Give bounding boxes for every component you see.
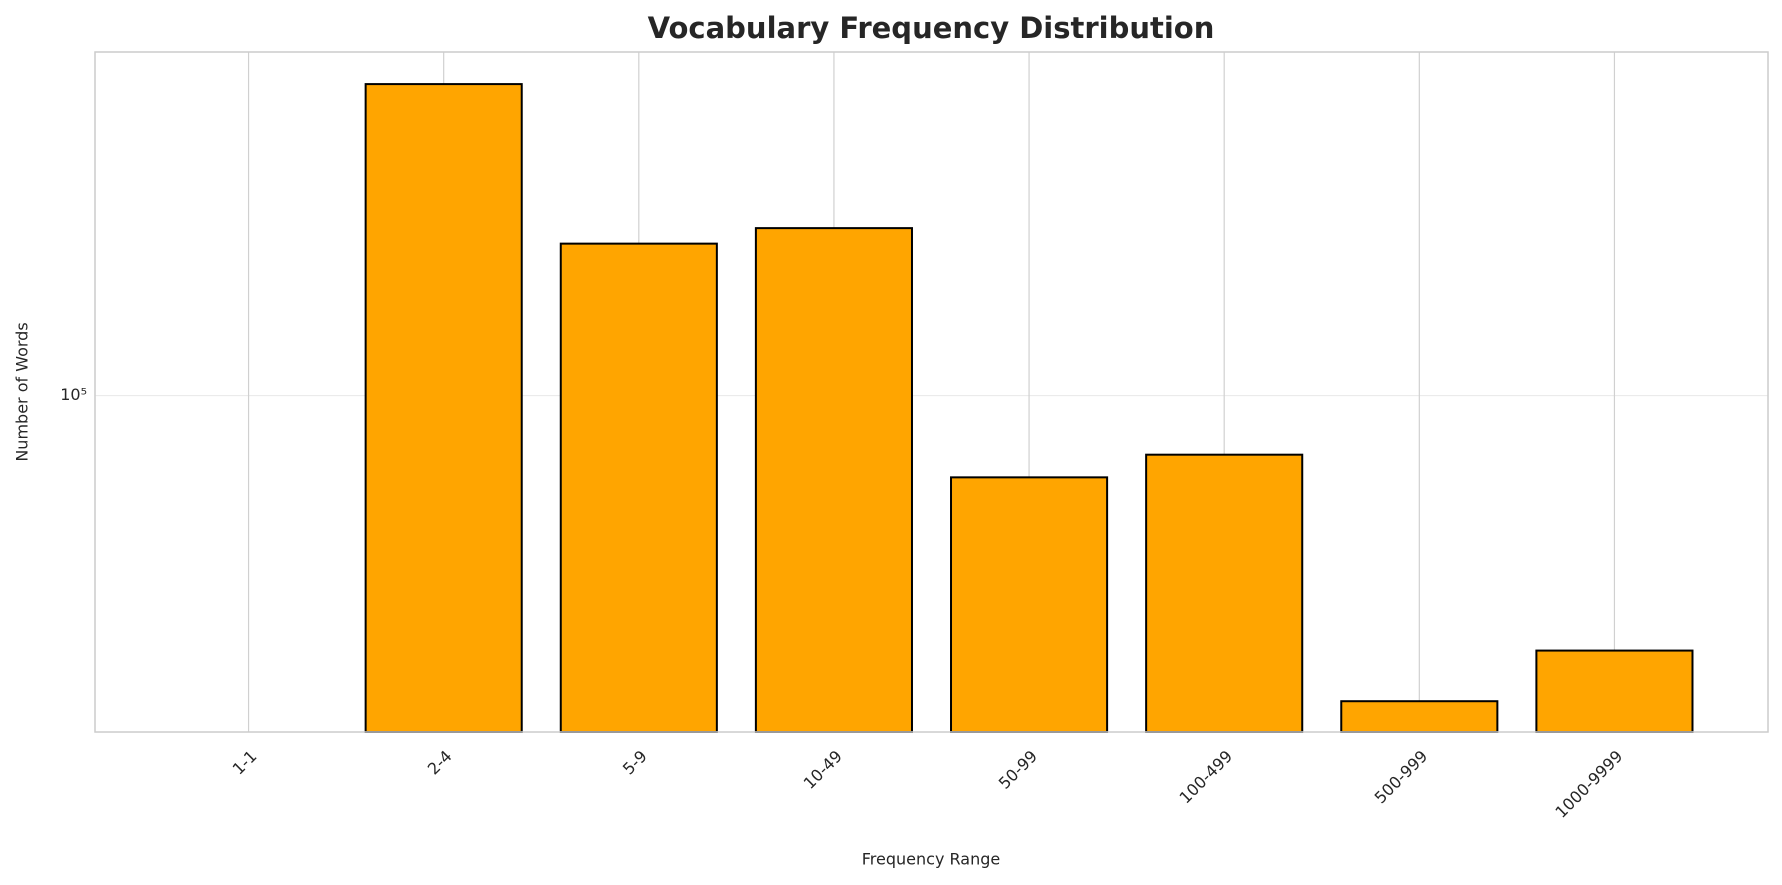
x-tick-label: 10-49: [800, 747, 846, 793]
x-tick-label: 500-999: [1371, 747, 1432, 808]
x-tick-label: 50-99: [995, 747, 1041, 793]
bar: [364, 83, 523, 734]
x-tick-label: 100-499: [1175, 747, 1236, 808]
bar: [1340, 700, 1499, 734]
x-tick-label: 2-4: [424, 747, 456, 779]
x-tick-label: 1000-9999: [1551, 747, 1626, 822]
x-tick-label: 5-9: [619, 747, 651, 779]
bar: [559, 242, 718, 734]
y-axis-label: Number of Words: [13, 322, 32, 461]
bar: [754, 227, 913, 733]
bar: [950, 476, 1109, 733]
x-axis-label: Frequency Range: [862, 850, 1000, 869]
bar: [1535, 649, 1694, 734]
plot-frame: [94, 51, 1769, 733]
chart-title: Vocabulary Frequency Distribution: [648, 11, 1215, 45]
y-tick-label: 10⁵: [60, 385, 87, 404]
bar: [1145, 453, 1304, 733]
x-tick-label: 1-1: [229, 747, 261, 779]
